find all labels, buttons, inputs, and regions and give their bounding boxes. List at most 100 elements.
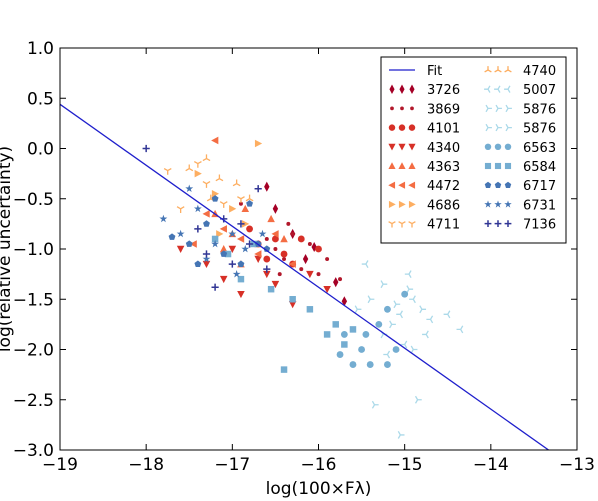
legend-entry: Fit	[389, 64, 442, 79]
x-tick-label: −17	[214, 455, 250, 475]
legend-swatch	[504, 181, 512, 188]
legend-entry: 4101	[388, 122, 460, 137]
data-point	[288, 301, 297, 309]
data-point	[263, 255, 271, 263]
data-point	[228, 260, 236, 268]
legend-label: 5876	[523, 122, 556, 137]
data-point	[202, 210, 210, 218]
legend-swatch	[504, 200, 512, 208]
data-point	[393, 300, 401, 309]
data-point	[194, 169, 202, 178]
data-point	[142, 144, 150, 153]
legend-entry: 4363	[388, 160, 460, 175]
data-point	[254, 185, 262, 193]
data-point	[263, 265, 271, 273]
data-point	[297, 235, 305, 243]
data-point	[404, 270, 412, 279]
legend-swatch	[408, 221, 416, 228]
data-point	[237, 290, 245, 299]
data-point	[397, 431, 405, 439]
legend-label: Fit	[427, 64, 442, 79]
data-point	[237, 260, 245, 267]
legend-label: 7136	[523, 218, 556, 233]
y-tick-label: 0.0	[27, 140, 54, 160]
data-point	[280, 234, 288, 243]
legend-swatch	[388, 221, 396, 228]
legend-swatch	[505, 104, 512, 113]
legend-swatch	[408, 200, 416, 208]
data-point	[264, 181, 270, 192]
legend-swatch	[495, 104, 502, 113]
data-point	[380, 280, 388, 289]
data-point	[254, 139, 263, 148]
legend-swatch	[398, 221, 406, 228]
data-point	[264, 236, 269, 241]
data-point	[456, 325, 464, 334]
data-point	[228, 245, 237, 253]
x-tick-label: −18	[128, 455, 164, 475]
legend-entry: 3869	[390, 102, 460, 117]
data-point	[168, 233, 176, 240]
legend-swatch	[484, 181, 492, 188]
legend-swatch	[484, 200, 492, 208]
y-tick-label: −0.5	[13, 190, 54, 210]
data-point	[241, 204, 250, 213]
legend-swatch	[410, 106, 414, 111]
legend-swatch	[484, 66, 492, 73]
data-point	[290, 231, 295, 236]
data-point	[333, 277, 339, 288]
data-point	[341, 341, 348, 348]
legend-swatch	[409, 84, 415, 94]
legend-swatch	[485, 123, 492, 132]
data-point	[232, 179, 241, 187]
data-point	[406, 285, 414, 294]
data-point	[224, 250, 232, 258]
data-point	[280, 366, 288, 373]
legend-swatch	[399, 84, 405, 94]
data-point	[271, 230, 279, 238]
data-point	[306, 270, 314, 279]
data-point	[194, 260, 202, 267]
legend-swatch	[484, 85, 491, 93]
legend-swatch	[398, 200, 406, 208]
data-point	[307, 241, 312, 246]
legend-swatch	[494, 200, 502, 208]
data-point	[316, 272, 321, 277]
data-point	[219, 245, 228, 253]
series-5007-9	[361, 260, 464, 359]
series-4740-8	[185, 154, 254, 202]
data-point	[282, 257, 287, 262]
legend-swatch	[505, 123, 512, 132]
data-point	[163, 167, 172, 175]
data-point	[263, 245, 271, 252]
series-5876-11	[354, 280, 427, 329]
data-point	[211, 195, 219, 202]
data-point	[245, 194, 254, 202]
x-tick-label: −15	[387, 455, 423, 475]
legend-entry: 6563	[484, 141, 556, 156]
data-point	[280, 250, 288, 258]
data-point	[267, 214, 275, 223]
data-point	[176, 229, 185, 238]
data-point	[419, 305, 427, 314]
data-point	[246, 225, 253, 233]
data-point	[302, 254, 309, 265]
data-point	[194, 225, 202, 233]
data-point	[202, 254, 211, 263]
legend-swatch	[400, 106, 404, 111]
legend-entry: 4340	[388, 141, 460, 156]
legend-swatch	[398, 162, 406, 170]
data-point	[211, 239, 220, 248]
data-point	[220, 250, 228, 257]
legend-entry: 4740	[484, 64, 556, 79]
data-point	[202, 154, 211, 162]
legend-swatch	[389, 84, 395, 94]
legend-swatch	[388, 162, 396, 170]
data-point	[237, 220, 245, 228]
data-point	[422, 330, 429, 339]
legend-swatch	[408, 124, 416, 131]
fit-line	[60, 103, 549, 450]
data-point	[215, 174, 224, 182]
legend-swatch	[388, 200, 396, 208]
